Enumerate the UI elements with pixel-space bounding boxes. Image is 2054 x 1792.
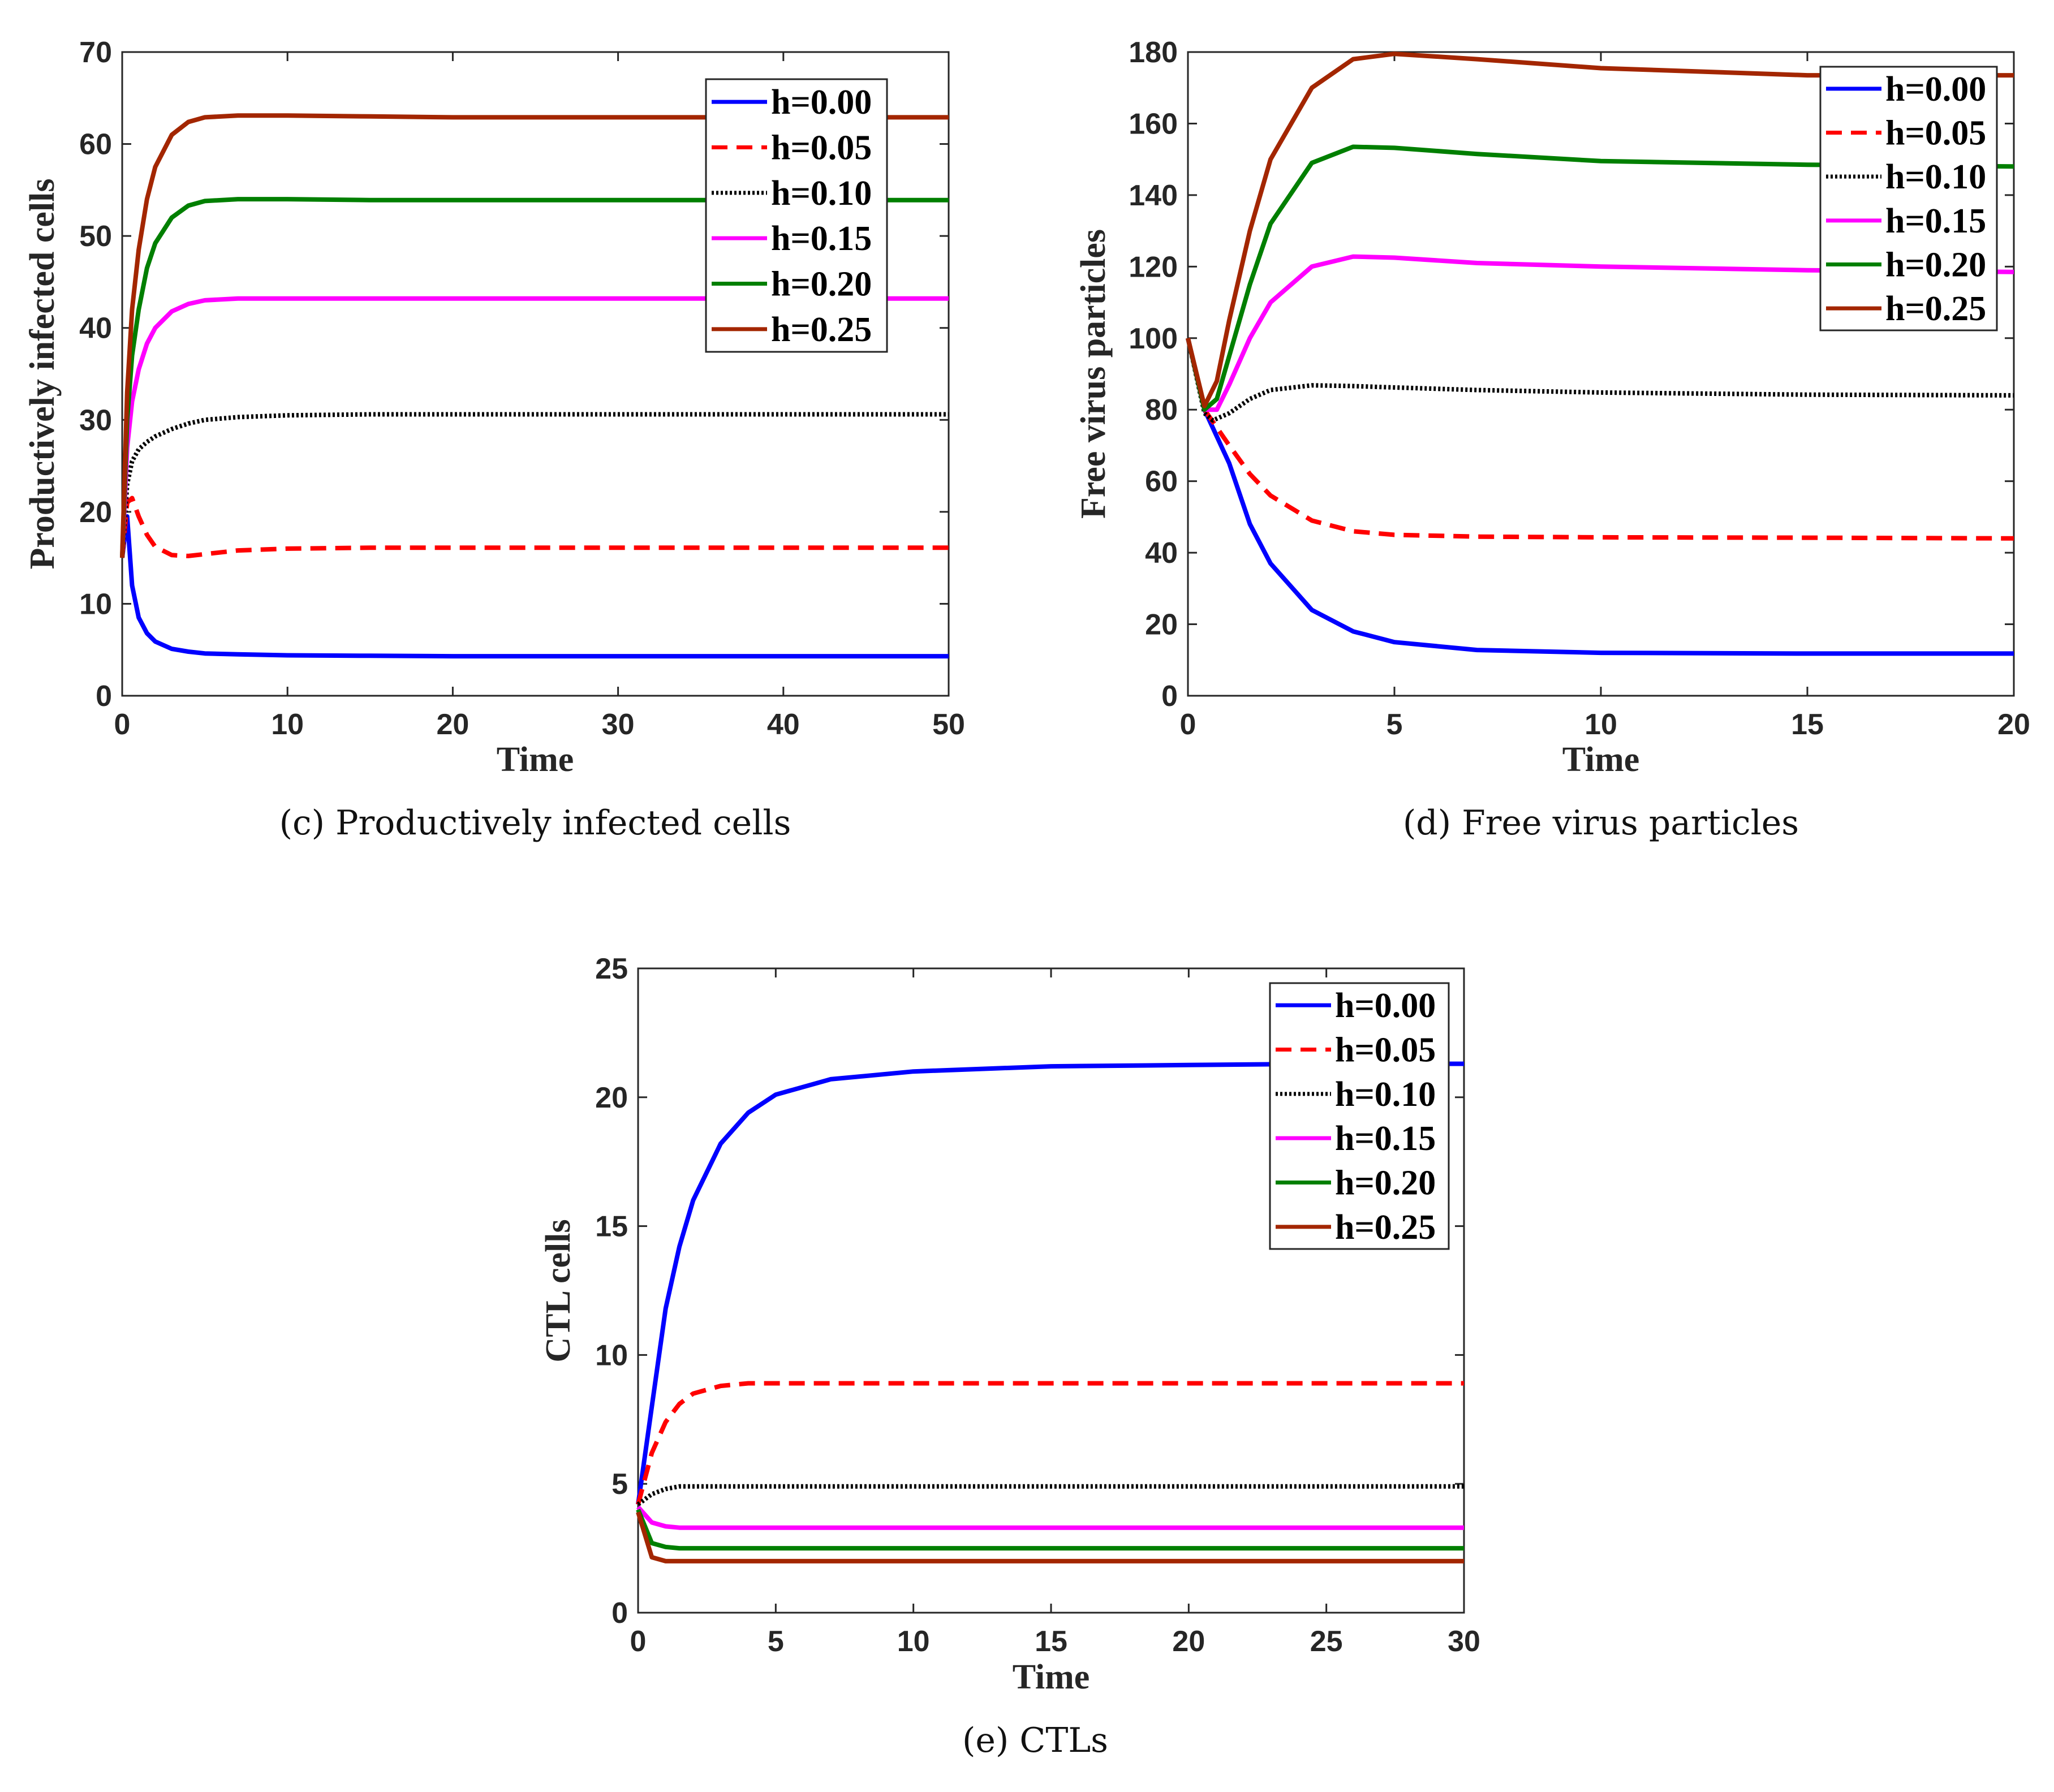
- y-tick-label: 180: [1129, 36, 1178, 69]
- legend: h=0.00 h=0.05 h=0.10 h=0.15 h=0.20 h=0.25: [705, 78, 888, 353]
- x-tick-label: 10: [897, 1625, 930, 1658]
- x-axis-label: Time: [497, 740, 574, 779]
- legend-label: h=0.05: [1335, 1031, 1436, 1070]
- y-tick-label: 100: [1129, 322, 1178, 355]
- x-tick-label: 50: [932, 708, 965, 741]
- y-tick-label: 120: [1129, 251, 1178, 283]
- x-tick-label: 10: [1584, 708, 1617, 741]
- series-line-h-0-15: [120, 296, 949, 558]
- legend-label: h=0.05: [1885, 114, 1986, 153]
- legend-label: h=0.10: [1335, 1075, 1436, 1114]
- y-tick-label: 30: [79, 404, 112, 437]
- y-tick-label: 0: [612, 1597, 628, 1630]
- x-tick-label: 20: [1172, 1625, 1205, 1658]
- legend-label: h=0.25: [1885, 290, 1986, 328]
- series-line-h-0-00: [636, 1061, 1464, 1505]
- x-axis-label: Time: [1013, 1658, 1090, 1696]
- legend-label: h=0.00: [771, 83, 872, 122]
- y-tick-label: 0: [96, 680, 112, 713]
- y-tick-label: 5: [612, 1468, 628, 1501]
- series-line-h-0-10: [636, 1484, 1464, 1506]
- x-tick-label: 20: [436, 708, 469, 741]
- series-line-h-0-10: [1186, 337, 2014, 423]
- legend-label: h=0.00: [1335, 987, 1436, 1025]
- y-tick-label: 15: [595, 1211, 628, 1243]
- panel-caption: (e) CTLs: [962, 1721, 1108, 1760]
- legend-label: h=0.20: [1885, 246, 1986, 285]
- panel-c-productively-infected-cells: 0 10 20 30 40 50 0 10 20 30 40 50 60 70 Time Productive…: [23, 36, 965, 843]
- y-tick-label: 40: [1145, 537, 1178, 570]
- series-line-h-0-05: [120, 496, 949, 558]
- legend-label: h=0.10: [771, 174, 872, 213]
- x-tick-label: 0: [630, 1625, 647, 1658]
- y-axis-label: CTL cells: [539, 1219, 578, 1362]
- x-tick-label: 10: [271, 708, 304, 741]
- series-line-h-0-05: [1186, 337, 2014, 541]
- series-line-h-0-25: [120, 113, 949, 558]
- x-tick-label: 25: [1310, 1625, 1343, 1658]
- y-tick-label: 40: [79, 312, 112, 345]
- panel-e-ctl-cells: 0 5 10 15 20 25 30 0 5 10 15 20 25 Time CTL cells h=0.0…: [539, 953, 1480, 1760]
- legend-box: [1819, 66, 1998, 331]
- x-tick-label: 5: [768, 1625, 784, 1658]
- legend-label: h=0.15: [1885, 202, 1986, 240]
- panel-caption: (d) Free virus particles: [1403, 803, 1799, 843]
- x-tick-label: 30: [602, 708, 635, 741]
- legend-box: [1269, 982, 1450, 1250]
- series-line-h-0-15: [636, 1505, 1464, 1530]
- legend-label: h=0.00: [1885, 70, 1986, 109]
- x-tick-label: 5: [1386, 708, 1403, 741]
- y-axis-label: Productively infected cells: [23, 178, 62, 569]
- y-tick-label: 20: [79, 496, 112, 529]
- y-tick-label: 20: [1145, 609, 1178, 641]
- y-tick-label: 60: [1145, 466, 1178, 498]
- y-tick-label: 160: [1129, 107, 1178, 140]
- x-tick-label: 15: [1791, 708, 1824, 741]
- panel-d-free-virus-particles: 0 5 10 15 20 0 20 40 60 80 100 120 140 160 180 Time Free…: [1074, 36, 2030, 843]
- x-tick-label: 40: [767, 708, 800, 741]
- x-tick-label: 20: [1997, 708, 2030, 741]
- y-tick-label: 10: [595, 1339, 628, 1372]
- y-axis-label: Free virus particles: [1074, 229, 1113, 519]
- y-tick-label: 60: [79, 128, 112, 161]
- legend-label: h=0.25: [1335, 1208, 1436, 1247]
- legend-label: h=0.05: [771, 129, 872, 167]
- series-line-h-0-25: [636, 1511, 1464, 1563]
- series-line-h-0-20: [636, 1509, 1464, 1551]
- panel-caption: (c) Productively infected cells: [279, 803, 791, 843]
- y-tick-label: 10: [79, 588, 112, 621]
- series-line-h-0-25: [1186, 51, 2014, 408]
- x-tick-label: 0: [114, 708, 131, 741]
- legend-label: h=0.20: [771, 265, 872, 304]
- y-tick-label: 140: [1129, 179, 1178, 212]
- legend: h=0.00 h=0.05 h=0.10 h=0.15 h=0.20 h=0.25: [1819, 66, 1998, 331]
- legend-label: h=0.15: [771, 219, 872, 258]
- series-line-h-0-15: [1186, 254, 2014, 412]
- series-line-h-0-05: [636, 1381, 1464, 1505]
- y-tick-label: 70: [79, 36, 112, 69]
- series-line-h-0-20: [120, 197, 949, 558]
- series-line-h-0-20: [1186, 144, 2014, 412]
- legend-box: [705, 78, 888, 353]
- series-line-h-0-00: [1186, 337, 2014, 656]
- x-tick-label: 30: [1448, 1625, 1480, 1658]
- y-tick-label: 0: [1161, 680, 1178, 713]
- y-tick-label: 25: [595, 953, 628, 985]
- y-tick-label: 80: [1145, 394, 1178, 427]
- y-tick-label: 50: [79, 220, 112, 253]
- x-tick-label: 15: [1035, 1625, 1067, 1658]
- legend-label: h=0.10: [1885, 158, 1986, 196]
- legend: h=0.00 h=0.05 h=0.10 h=0.15 h=0.20 h=0.25: [1269, 982, 1450, 1250]
- legend-label: h=0.25: [771, 311, 872, 349]
- legend-label: h=0.15: [1335, 1119, 1436, 1158]
- x-axis-label: Time: [1562, 740, 1640, 779]
- legend-label: h=0.20: [1335, 1164, 1436, 1203]
- x-tick-label: 0: [1180, 708, 1196, 741]
- series-line-h-0-00: [120, 514, 949, 659]
- y-tick-label: 20: [595, 1082, 628, 1114]
